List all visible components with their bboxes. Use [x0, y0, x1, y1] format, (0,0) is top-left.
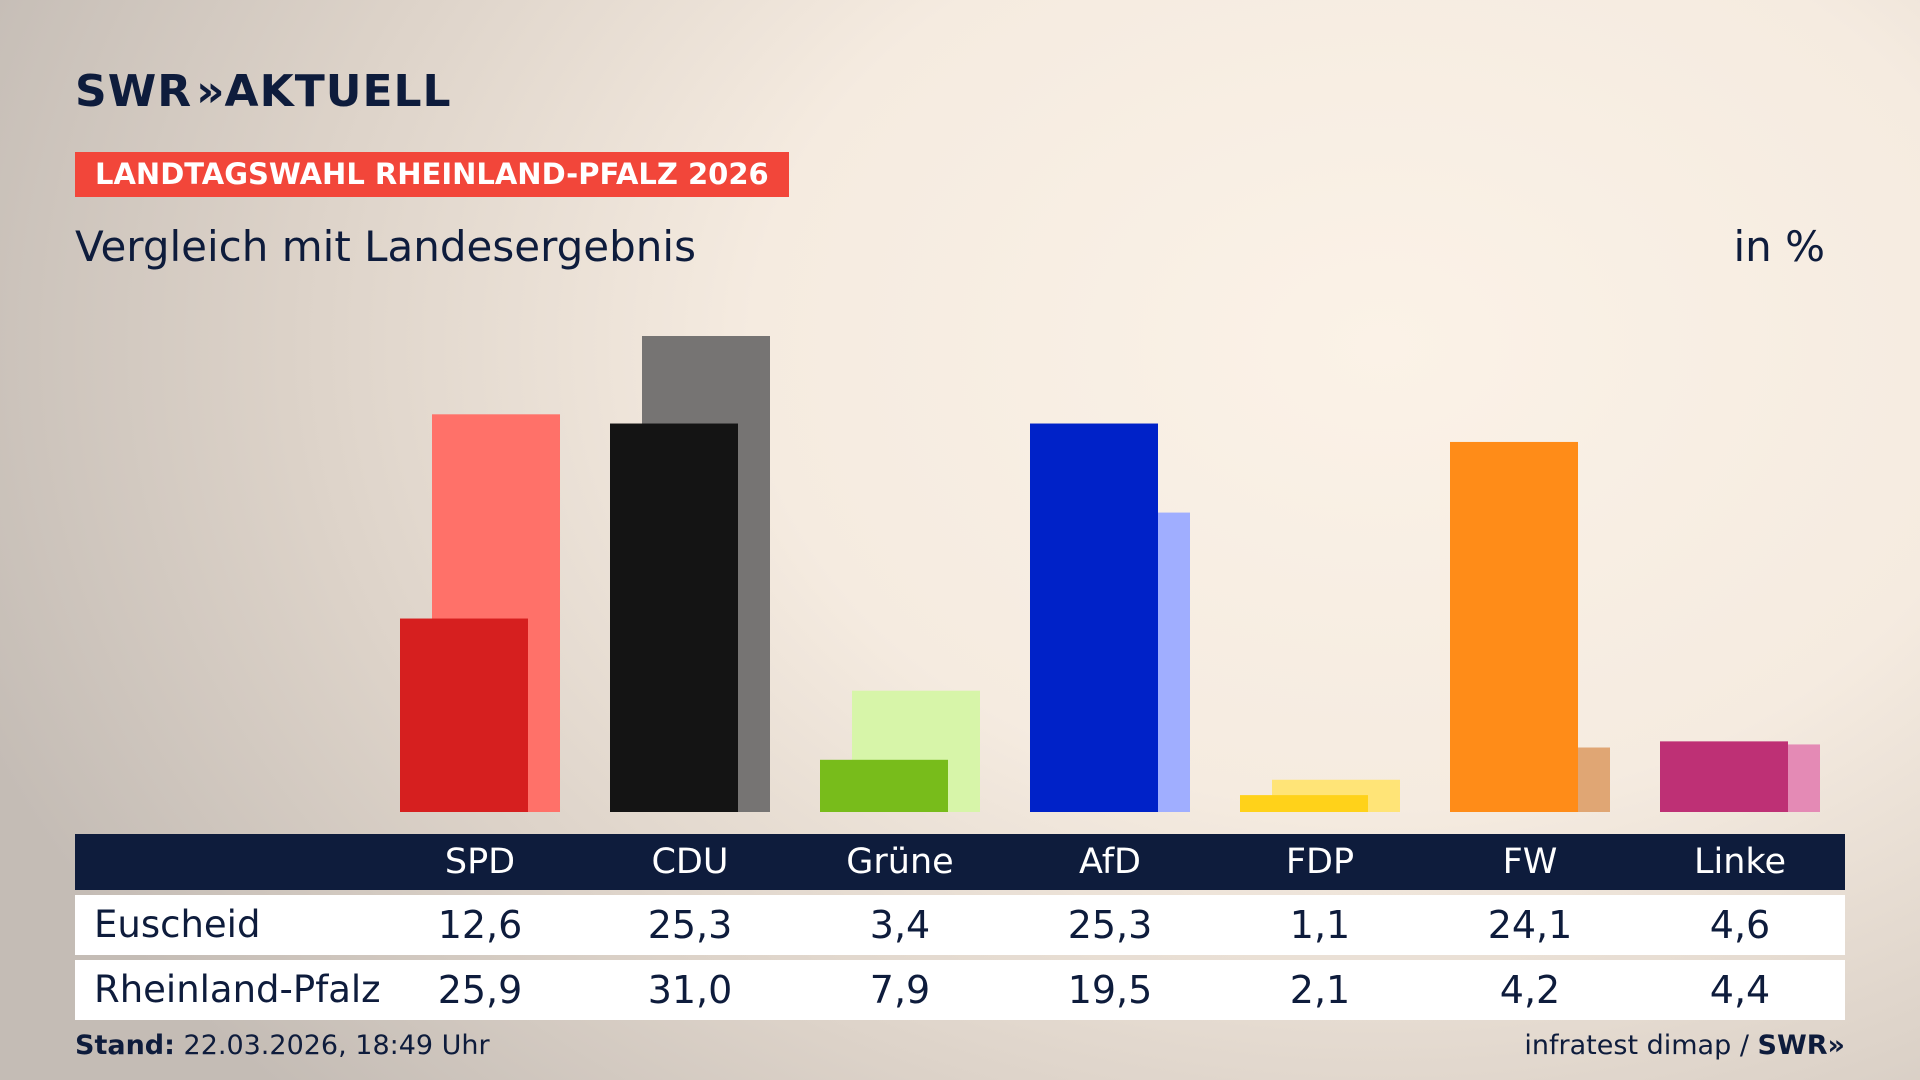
table-cell: 7,9 — [869, 968, 931, 1012]
column-header: FDP — [1285, 842, 1355, 882]
swr-aktuell-logo: SWR» AKTUELL — [75, 66, 452, 117]
source-swr-logo: SWR» — [1757, 1030, 1845, 1061]
column-header: SPD — [444, 842, 516, 882]
source-text: infratest dimap / — [1524, 1030, 1749, 1061]
column-header: FW — [1502, 842, 1558, 882]
column-header: Grüne — [846, 842, 954, 882]
unit-label: in % — [1733, 222, 1825, 271]
bar-euscheid-cdu — [610, 423, 738, 812]
bar-euscheid-fw — [1450, 441, 1578, 812]
stand-timestamp: Stand: 22.03.2026, 18:49 Uhr — [75, 1030, 490, 1061]
column-header: AfD — [1079, 842, 1141, 882]
column-header: CDU — [651, 842, 729, 882]
stand-label: Stand: — [75, 1030, 175, 1061]
row-label: Rheinland-Pfalz — [94, 968, 381, 1011]
table-cell: 19,5 — [1067, 968, 1153, 1012]
logo-swr-text: SWR — [75, 66, 193, 117]
table-cell: 1,1 — [1289, 903, 1351, 947]
results-table: SPD CDU Grüne AfD FDP FW Linke Euscheid 12,6 25… — [75, 834, 1845, 1020]
table-cell: 25,3 — [647, 903, 733, 947]
table-cell: 4,2 — [1499, 968, 1561, 1012]
table-cell: 25,9 — [437, 968, 523, 1012]
table-row-rheinland-pfalz: Rheinland-Pfalz 25,9 31,0 7,9 19,5 2,1 4,2 4,4 — [75, 960, 1845, 1020]
logo-aktuell-text: AKTUELL — [224, 66, 452, 117]
table-cell: 3,4 — [869, 903, 931, 947]
table-cell: 2,1 — [1289, 968, 1351, 1012]
table-row-euscheid: Euscheid 12,6 25,3 3,4 25,3 1,1 24,1 4,6 — [75, 895, 1845, 955]
column-header: Linke — [1694, 842, 1786, 882]
bar-euscheid-afd — [1030, 423, 1158, 812]
bar-euscheid-grüne — [820, 759, 948, 812]
bar-euscheid-spd — [400, 618, 528, 812]
bar-chart — [400, 336, 1820, 812]
table-cell: 25,3 — [1067, 903, 1153, 947]
election-badge: LANDTAGSWAHL RHEINLAND-PFALZ 2026 — [75, 152, 789, 197]
table-cell: 12,6 — [437, 903, 523, 947]
chart-subtitle: Vergleich mit Landesergebnis — [75, 222, 696, 271]
table-cell: 4,4 — [1709, 968, 1771, 1012]
table-cell: 4,6 — [1709, 903, 1771, 947]
source-credit: infratest dimap / SWR» — [1524, 1030, 1845, 1061]
stand-value: 22.03.2026, 18:49 Uhr — [183, 1030, 490, 1061]
table-header: SPD CDU Grüne AfD FDP FW Linke — [75, 834, 1845, 890]
table-cell: 31,0 — [647, 968, 733, 1012]
table-cell: 24,1 — [1487, 903, 1573, 947]
row-label: Euscheid — [94, 903, 261, 946]
bar-euscheid-fdp — [1240, 795, 1368, 812]
bar-euscheid-linke — [1660, 741, 1788, 812]
